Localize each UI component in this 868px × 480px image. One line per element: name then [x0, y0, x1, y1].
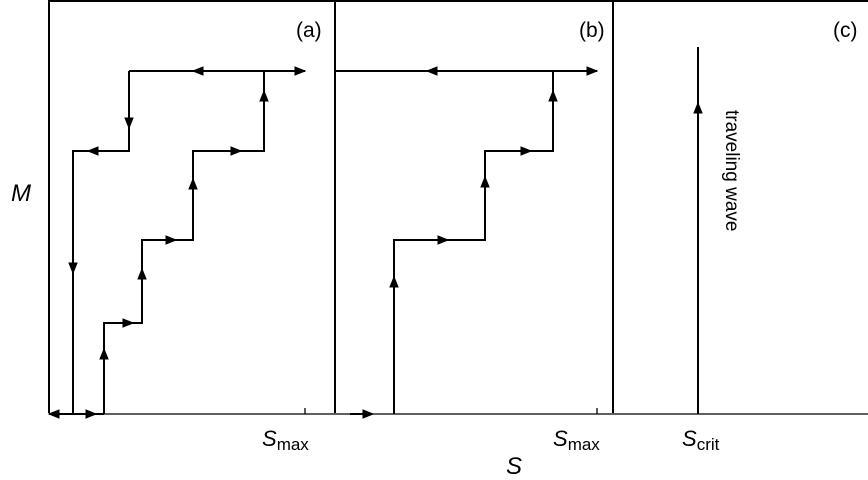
panel-c-label: (c) [833, 19, 858, 42]
tick-label-c: Scrit [682, 426, 720, 454]
panel-a-arrows [47, 66, 307, 419]
tick-label-b-sub: max [567, 435, 600, 454]
tick-label-c-sub: crit [696, 435, 720, 454]
panel-b-label: (b) [579, 19, 605, 42]
panel-a-path-down [72, 71, 130, 414]
x-axis-label: S [506, 453, 523, 480]
panel-b-path-up [393, 71, 554, 414]
tick-label-a: Smax [262, 426, 309, 454]
panel-a-staircase [49, 70, 305, 415]
s-axis [49, 408, 868, 415]
panel-a-label: (a) [296, 19, 322, 42]
panel-a-path-up [103, 70, 305, 414]
tick-label-a-var: S [262, 426, 277, 451]
y-axis-label: M [11, 180, 31, 207]
panel-b-arrows [350, 66, 599, 419]
panel-frames [48, 0, 868, 413]
tick-label-c-var: S [682, 426, 697, 451]
panel-b-staircase [335, 70, 597, 414]
tick-label-a-sub: max [276, 435, 309, 454]
tick-label-b-var: S [553, 426, 568, 451]
traveling-wave-annotation: traveling wave [721, 110, 742, 232]
tick-label-b: Smax [553, 426, 600, 454]
